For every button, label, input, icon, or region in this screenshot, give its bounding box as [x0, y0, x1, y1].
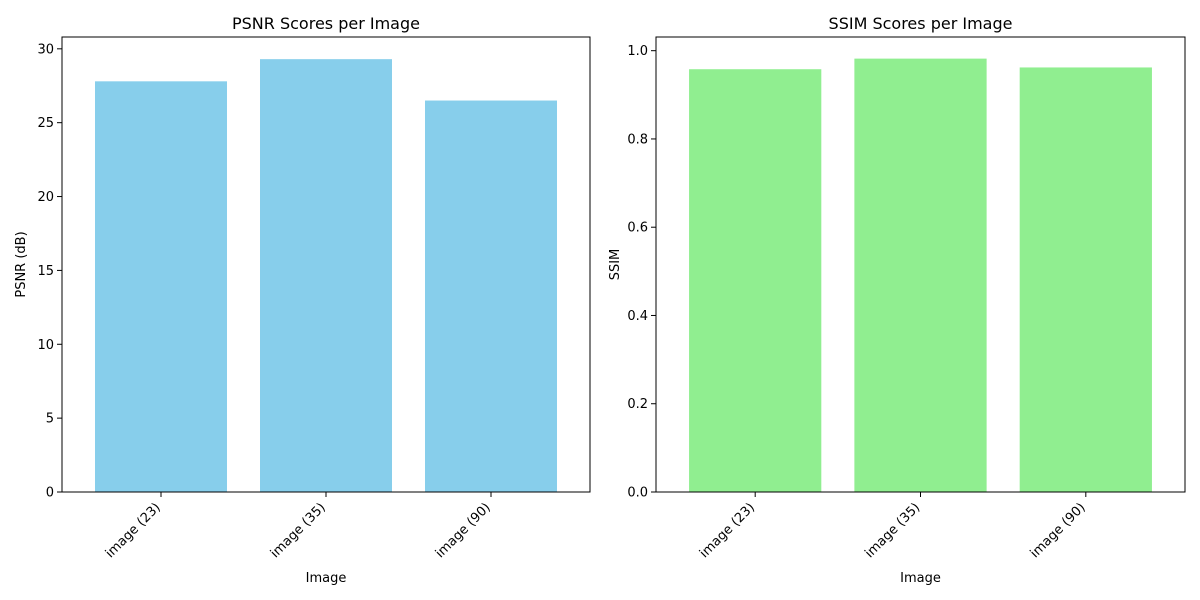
y-tick-label: 15: [37, 264, 54, 279]
x-tick-label: image (23): [103, 500, 164, 561]
bar-3: [425, 100, 557, 492]
bar-2: [854, 58, 987, 493]
x-axis-label: Image: [900, 571, 941, 586]
chart-2: SSIM Scores per Image 0.0 0.2 0.4 0.6 0.8 1.0 i…: [608, 14, 1186, 586]
y-axis-label: SSIM: [608, 249, 623, 281]
y-tick-label: 0.2: [627, 397, 648, 412]
x-tick-label: image (90): [1028, 500, 1089, 561]
x-tick-label: image (23): [697, 500, 758, 561]
bar-1: [689, 69, 822, 492]
y-tick-label: 5: [46, 412, 54, 427]
x-tick-label: image (35): [268, 500, 329, 561]
bar-1: [95, 81, 227, 493]
y-tick-label: 25: [37, 116, 54, 131]
y-tick-label: 20: [37, 190, 54, 205]
y-tick-label: 0.8: [627, 132, 648, 147]
y-tick-label: 1.0: [627, 44, 648, 59]
y-tick-label: 0: [46, 486, 54, 501]
chart-1: PSNR Scores per Image 0 5 10 15 20 25 30 image (…: [14, 14, 591, 586]
bar-3: [1019, 67, 1152, 492]
x-tick-label: image (90): [433, 500, 494, 561]
x-tick-label: image (35): [862, 500, 923, 561]
bar-2: [260, 59, 392, 493]
y-tick-label: 10: [37, 338, 54, 353]
chart-title: SSIM Scores per Image: [829, 14, 1013, 33]
y-tick-label: 30: [37, 42, 54, 57]
y-tick-label: 0.0: [627, 486, 648, 501]
x-axis-label: Image: [306, 571, 347, 586]
chart-title: PSNR Scores per Image: [232, 14, 420, 33]
y-tick-label: 0.6: [627, 221, 648, 236]
y-tick-label: 0.4: [627, 309, 648, 324]
y-axis-label: PSNR (dB): [14, 231, 29, 297]
